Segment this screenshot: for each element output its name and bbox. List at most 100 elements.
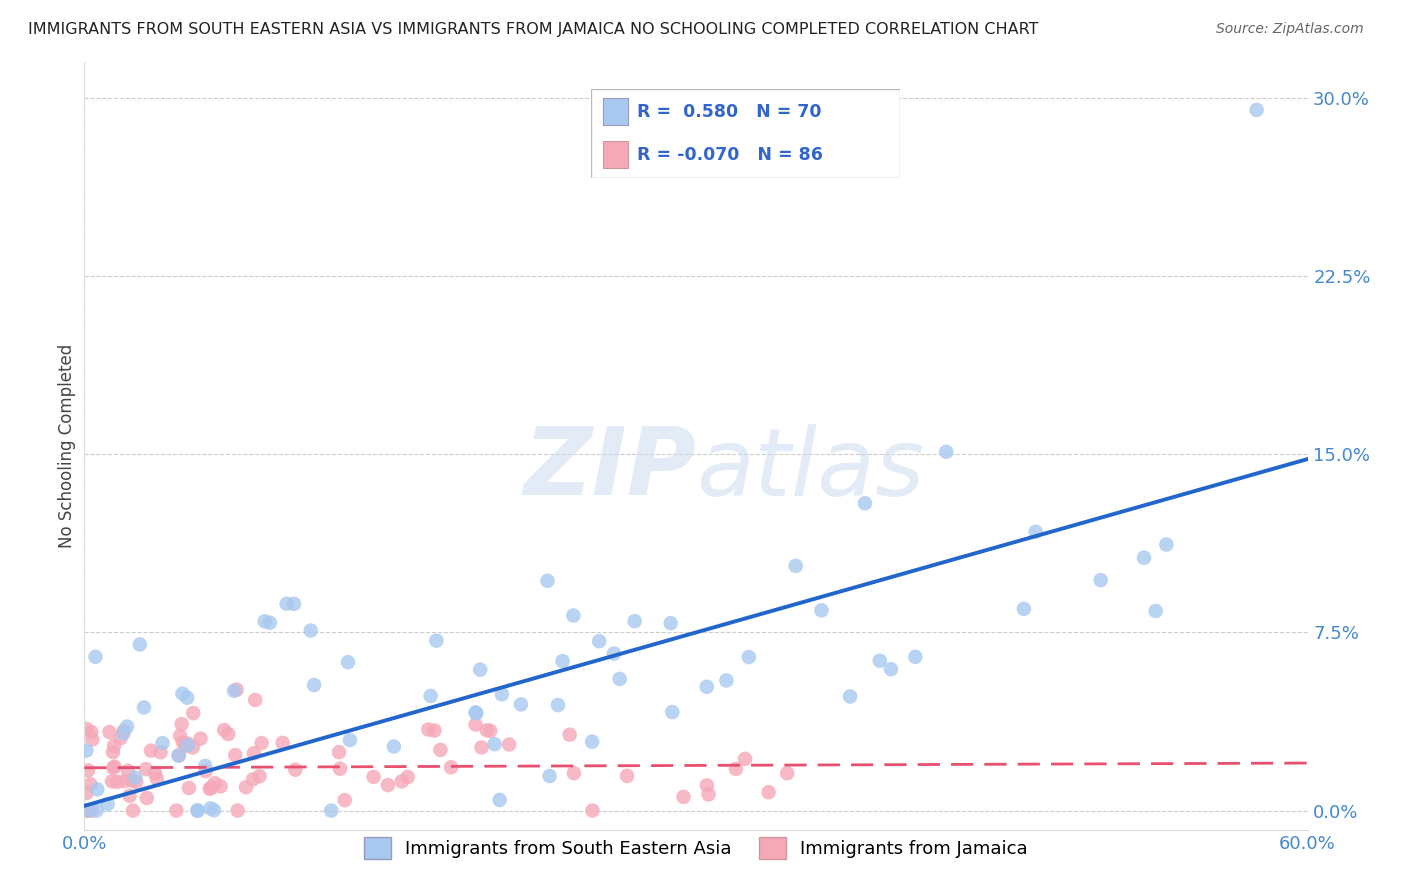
Point [609,672,631,686]
Point [616,769,638,783]
Point [209,780,232,794]
Legend: Immigrants from South Eastern Asia, Immigrants from Jamaica: Immigrants from South Eastern Asia, Immi… [357,830,1035,866]
Point [117,764,139,778]
Point [697,788,720,802]
Point [904,649,927,664]
Point [259,615,281,630]
Point [222,683,245,698]
Point [284,763,307,777]
Point [165,804,187,818]
Point [464,717,486,731]
Point [118,789,141,803]
Point [776,766,799,780]
Point [80,725,103,739]
Point [425,633,447,648]
Point [810,603,832,617]
Point [186,804,208,818]
Point [112,774,135,789]
Point [177,738,200,752]
Point [337,655,360,669]
Point [551,654,574,668]
Point [250,736,273,750]
Point [696,680,718,694]
Point [661,705,683,719]
Point [76,804,98,818]
Point [581,734,603,748]
Point [724,762,747,776]
Point [172,735,194,749]
Point [880,662,903,676]
Point [484,737,506,751]
Point [122,804,145,818]
Point [107,775,129,789]
Text: R =  0.580   N = 70: R = 0.580 N = 70 [637,103,821,121]
Point [149,745,172,759]
Point [339,733,361,747]
Point [588,634,610,648]
Point [328,745,350,759]
Point [112,723,135,738]
Point [75,722,97,736]
Point [429,743,451,757]
Point [672,789,695,804]
Point [419,689,441,703]
Point [194,764,217,778]
Y-axis label: No Schooling Completed: No Schooling Completed [58,344,76,548]
Point [321,804,343,818]
Point [716,673,738,688]
Point [249,769,271,783]
Point [190,731,212,746]
Point [785,558,807,573]
Point [80,804,103,818]
Point [488,793,510,807]
Point [869,654,891,668]
Point [470,740,492,755]
Point [115,720,138,734]
Bar [603,98,627,125]
Point [226,804,249,818]
Point [177,737,200,751]
Point [235,780,257,794]
Point [562,766,585,780]
Point [143,766,166,780]
Point [152,736,174,750]
Point [224,747,246,762]
Point [283,597,305,611]
Point [167,748,190,763]
Point [167,748,190,763]
Point [382,739,405,754]
Point [176,690,198,705]
Point [363,770,385,784]
Point [1133,550,1156,565]
Point [82,732,104,747]
Point [112,726,135,740]
Point [125,775,148,789]
Point [181,706,204,720]
Point [558,728,581,742]
Point [135,762,157,776]
Point [243,693,266,707]
Point [1090,573,1112,587]
Point [174,739,197,753]
Point [1246,103,1268,117]
Text: R = -0.070   N = 86: R = -0.070 N = 86 [637,145,823,164]
Point [547,698,569,712]
Point [734,752,756,766]
Point [243,746,266,760]
Point [121,773,143,788]
Point [79,777,101,791]
Point [202,803,225,817]
Point [128,637,150,651]
Point [253,615,276,629]
Point [103,760,125,774]
Point [204,776,226,790]
Point [97,797,120,811]
Point [538,769,561,783]
Point [329,762,352,776]
Point [242,772,264,787]
Text: Source: ZipAtlas.com: Source: ZipAtlas.com [1216,22,1364,37]
Point [377,778,399,792]
Point [581,804,603,818]
Point [75,786,97,800]
Point [475,723,498,738]
